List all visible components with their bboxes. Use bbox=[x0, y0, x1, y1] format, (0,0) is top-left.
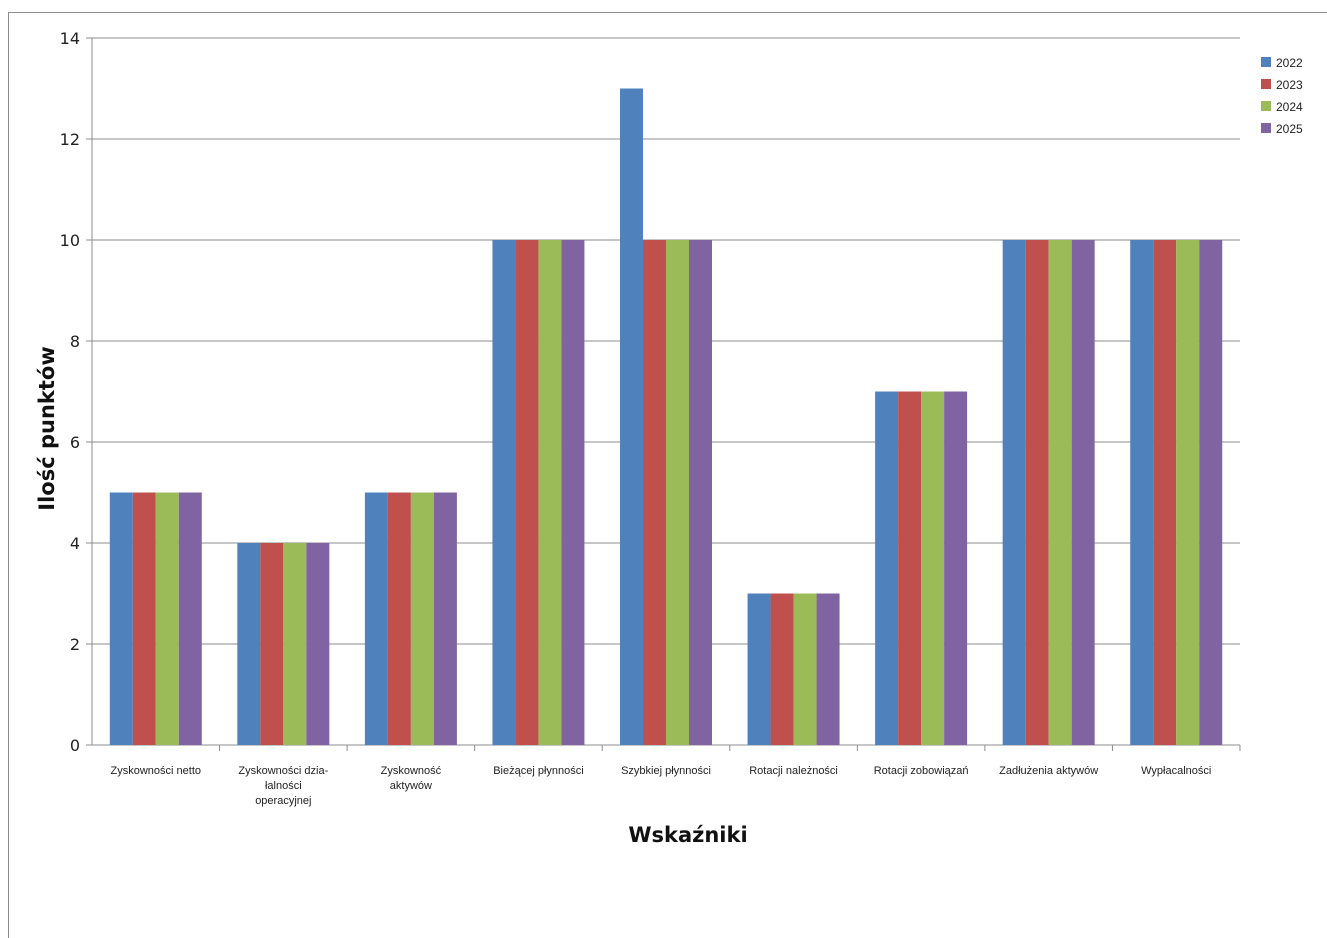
bar bbox=[1025, 240, 1049, 745]
legend-swatch bbox=[1261, 123, 1271, 133]
bar bbox=[155, 492, 179, 745]
bar bbox=[770, 593, 794, 745]
bar bbox=[364, 492, 388, 745]
bar bbox=[410, 492, 434, 745]
bar bbox=[387, 492, 411, 745]
legend-label: 2024 bbox=[1276, 100, 1303, 114]
bar bbox=[1176, 240, 1200, 745]
legend-swatch bbox=[1261, 101, 1271, 111]
x-axis-title: Wskaźniki bbox=[628, 823, 747, 847]
bar bbox=[283, 543, 307, 745]
bar bbox=[1002, 240, 1026, 745]
bar bbox=[515, 240, 539, 745]
bar bbox=[178, 492, 202, 745]
bar bbox=[492, 240, 516, 745]
y-tick-labels: 0 2 4 6 8 10 12 14 bbox=[60, 29, 80, 755]
bar bbox=[944, 391, 968, 745]
legend-swatch bbox=[1261, 79, 1271, 89]
bar bbox=[1199, 240, 1223, 745]
x-tick-labels: Zyskowności netto Zyskowności dzia-łalnoś… bbox=[111, 765, 1212, 807]
x-tick-label: Rotacji należności bbox=[749, 765, 838, 777]
x-tick-label: Zyskowności dzia-łalności operacyjnej bbox=[238, 765, 328, 807]
y-tick-label: 6 bbox=[70, 433, 80, 452]
bar bbox=[816, 593, 840, 745]
x-tick-label: Rotacji zobowiązań bbox=[874, 765, 969, 777]
bar bbox=[793, 593, 817, 745]
y-tick-label: 8 bbox=[70, 332, 80, 351]
legend-label: 2022 bbox=[1276, 56, 1303, 70]
bar bbox=[666, 240, 689, 745]
bar bbox=[132, 492, 156, 745]
bar bbox=[1130, 240, 1154, 745]
legend-swatch bbox=[1261, 57, 1271, 67]
bar bbox=[1153, 240, 1177, 745]
legend-label: 2023 bbox=[1276, 78, 1303, 92]
legend-label: 2025 bbox=[1276, 122, 1303, 136]
bar bbox=[620, 88, 643, 745]
bar bbox=[1071, 240, 1095, 745]
y-tick-label: 12 bbox=[60, 130, 80, 149]
bar bbox=[875, 391, 899, 745]
y-axis-title: Ilość punktów bbox=[35, 346, 59, 510]
bar bbox=[306, 543, 330, 745]
x-tick-label: Zyskowność aktywów bbox=[381, 765, 442, 792]
bar bbox=[538, 240, 562, 745]
y-tick-label: 2 bbox=[70, 635, 80, 654]
bar bbox=[747, 593, 771, 745]
bar bbox=[1048, 240, 1072, 745]
bar bbox=[898, 391, 922, 745]
y-tick-label: 14 bbox=[60, 29, 80, 48]
y-tick-label: 10 bbox=[60, 231, 80, 250]
bar bbox=[921, 391, 945, 745]
x-tick-label: Wypłacalności bbox=[1141, 765, 1211, 777]
bar bbox=[260, 543, 284, 745]
bar bbox=[689, 240, 712, 745]
x-tick-label: Szybkiej płynności bbox=[621, 765, 711, 777]
x-tick-label: Zadłużenia aktywów bbox=[999, 765, 1098, 777]
x-tick-label: Bieżącej płynności bbox=[493, 765, 584, 777]
bar bbox=[561, 240, 585, 745]
x-tick-label: Zyskowności netto bbox=[111, 765, 201, 777]
y-tick-label: 0 bbox=[70, 736, 80, 755]
bar bbox=[237, 543, 261, 745]
bars bbox=[109, 88, 1223, 745]
bar bbox=[643, 240, 666, 745]
legend: 2022 2023 2024 2025 bbox=[1261, 56, 1303, 136]
bar bbox=[109, 492, 133, 745]
y-tick-label: 4 bbox=[70, 534, 80, 553]
bar bbox=[433, 492, 457, 745]
